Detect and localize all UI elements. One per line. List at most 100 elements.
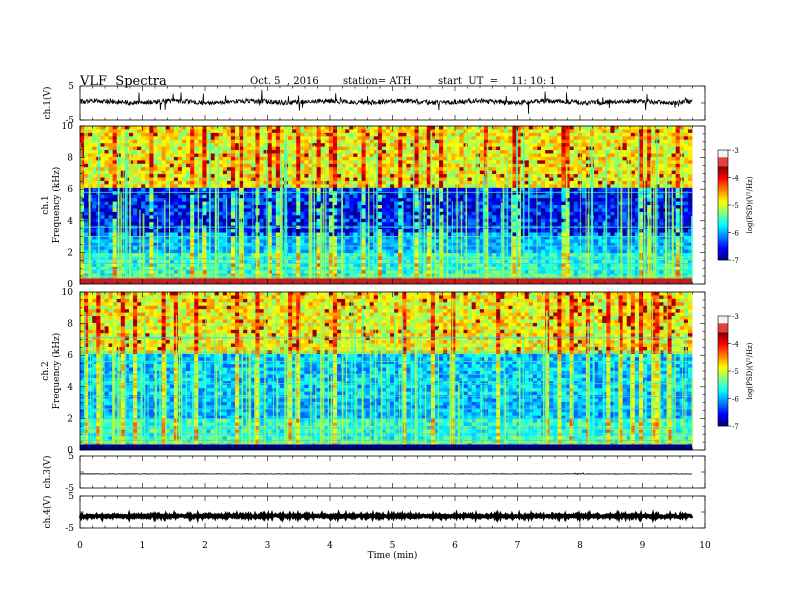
ch1-spectrogram-cell — [373, 160, 379, 165]
ch1-spectrogram-cell — [369, 266, 375, 271]
ch1-spectrogram-cell — [304, 136, 309, 141]
ch1-spectrogram-cell — [439, 259, 444, 264]
ch1-spectrogram-cell — [194, 143, 199, 147]
ch1-spectrogram-cell — [434, 150, 440, 154]
ch1-spectrogram-cell — [247, 205, 252, 209]
ch1-spectrogram-cell — [483, 143, 489, 147]
ch1-spectrogram-cell — [194, 215, 199, 220]
ch1-spectrogram-cell — [275, 270, 281, 275]
ch1-spectrogram-cell — [361, 153, 366, 158]
ch1-spectrogram-cell — [365, 246, 371, 251]
ch1-spectrogram-cell — [447, 215, 452, 220]
ch1-spectrogram-cell — [157, 146, 162, 151]
ch1-spectrogram-cell — [235, 126, 240, 130]
ch1-spectrogram-cell — [177, 198, 183, 202]
ch1-spectrogram-cell — [124, 126, 130, 130]
ch1-spectrogram-cell — [165, 229, 171, 233]
ch1-spectrogram-cell — [177, 205, 183, 209]
ch1-spectrogram-cell — [394, 163, 399, 168]
ch1-spectrogram-cell — [426, 242, 432, 247]
ch1-spectrogram-cell — [320, 132, 326, 137]
ch1-spectrogram-cell — [386, 139, 391, 144]
ch1-spectrogram-cell — [332, 156, 338, 161]
ch1-spectrogram-cell — [308, 174, 313, 178]
ch1-spectrogram-cell — [508, 263, 513, 268]
ch1-spectrogram-cell — [328, 187, 334, 192]
ch1-spectrogram-cell — [430, 208, 436, 213]
ch1-spectrogram-cell — [206, 146, 211, 151]
ch1-spectrogram-cell — [194, 239, 199, 244]
ch1-spectrogram-cell — [381, 259, 387, 264]
ch1-spectrogram-cell — [422, 263, 428, 268]
ch1-spectrogram-cell — [434, 180, 440, 185]
ch1-spectrogram-cell — [275, 249, 281, 254]
ch1-spectrogram-cell — [263, 208, 269, 213]
ch1-spectrogram-cell — [430, 184, 436, 189]
ch1-spectrogram-cell — [198, 163, 203, 168]
ch1-spectrogram-cell — [235, 170, 240, 175]
ch1-spectrogram-cell — [214, 215, 220, 220]
ch1-spectrogram-cell — [492, 239, 497, 244]
ch1-spectrogram-cell — [177, 163, 183, 168]
ch1-spectrogram-cell — [439, 205, 444, 209]
ch1-spectrogram-cell — [414, 270, 420, 275]
ch1-spectrogram-cell — [157, 253, 162, 257]
ch1-spectrogram-cell — [210, 263, 216, 268]
ch1-spectrogram-cell — [426, 218, 432, 223]
ch1-spectrogram-cell — [390, 139, 395, 144]
ch1-spectrogram-cell — [116, 129, 122, 134]
ch1-spectrogram-cell — [414, 222, 420, 226]
ch1-spectrogram-cell — [230, 270, 236, 275]
ch1-spectrogram-cell — [475, 126, 481, 130]
ch1-spectrogram-cell — [328, 222, 334, 226]
ch1-spectrogram-cell — [337, 263, 342, 268]
ch1-spectrogram-cell — [251, 270, 256, 275]
ch1-spectrogram-cell — [169, 246, 175, 251]
ch1-spectrogram-cell — [161, 253, 167, 257]
ch1-spectrogram-cell — [169, 263, 175, 268]
ch1-spectrogram-cell — [198, 191, 203, 196]
ch1-spectrogram-cell — [108, 170, 114, 175]
ch1-spectrogram-cell — [324, 163, 330, 168]
ch1-spectrogram-cell — [186, 266, 191, 271]
ch1-spectrogram-cell — [169, 229, 175, 233]
ch1-spectrogram-cell — [133, 177, 138, 182]
ch1-spectrogram-cell — [320, 191, 326, 196]
ch1-spectrogram-cell — [312, 129, 318, 134]
ch1-spectrogram-cell — [173, 263, 179, 268]
ch1-spectrogram-cell — [402, 163, 407, 168]
ch1-spectrogram-cell — [296, 177, 301, 182]
ch1-spectrogram-cell — [398, 129, 403, 134]
ch1-spectrogram-cell — [271, 198, 277, 202]
ch1-spectrogram-cell — [488, 205, 493, 209]
ch1-spectrogram-cell — [316, 153, 322, 158]
ch1-spectrogram-cell — [214, 156, 220, 161]
ch1-spectrogram-cell — [353, 150, 358, 154]
ch1-spectrogram-cell — [243, 174, 248, 178]
ch1-spectrogram-cell — [165, 160, 171, 165]
ch1-spectrogram-cell — [390, 239, 395, 244]
ch1-spectrogram-cell — [455, 146, 460, 151]
ch1-spectrogram-cell — [430, 191, 436, 196]
ch1-spectrogram-cell — [88, 126, 93, 130]
ch1-spectrogram-cell — [194, 232, 199, 237]
ch1-spectrogram-cell — [194, 253, 199, 257]
ch1-spectrogram-cell — [369, 253, 375, 257]
ch1-spectrogram-cell — [316, 263, 322, 268]
ch1-spectrogram-cell — [369, 211, 375, 216]
ch1-spectrogram-cell — [271, 167, 277, 172]
ch1-spectrogram-cell — [381, 170, 387, 175]
ch1-spectrogram-cell — [373, 129, 379, 134]
ch1-spectrogram-cell — [222, 263, 228, 268]
ch1-spectrogram-cell — [300, 270, 305, 275]
ch1-spectrogram-cell — [439, 163, 444, 168]
ch1-spectrogram-cell — [483, 160, 489, 165]
ch1-spectrogram-cell — [369, 222, 375, 226]
ch1-spectrogram-cell — [410, 160, 415, 165]
ch1-spectrogram-cell — [128, 208, 134, 213]
ch1-spectrogram-cell — [145, 167, 150, 172]
ch1-spectrogram-cell — [202, 167, 207, 172]
ch1-spectrogram-cell — [296, 167, 301, 172]
ch1-spectrogram-cell — [426, 198, 432, 202]
ch1-spectrogram-cell — [492, 198, 497, 202]
